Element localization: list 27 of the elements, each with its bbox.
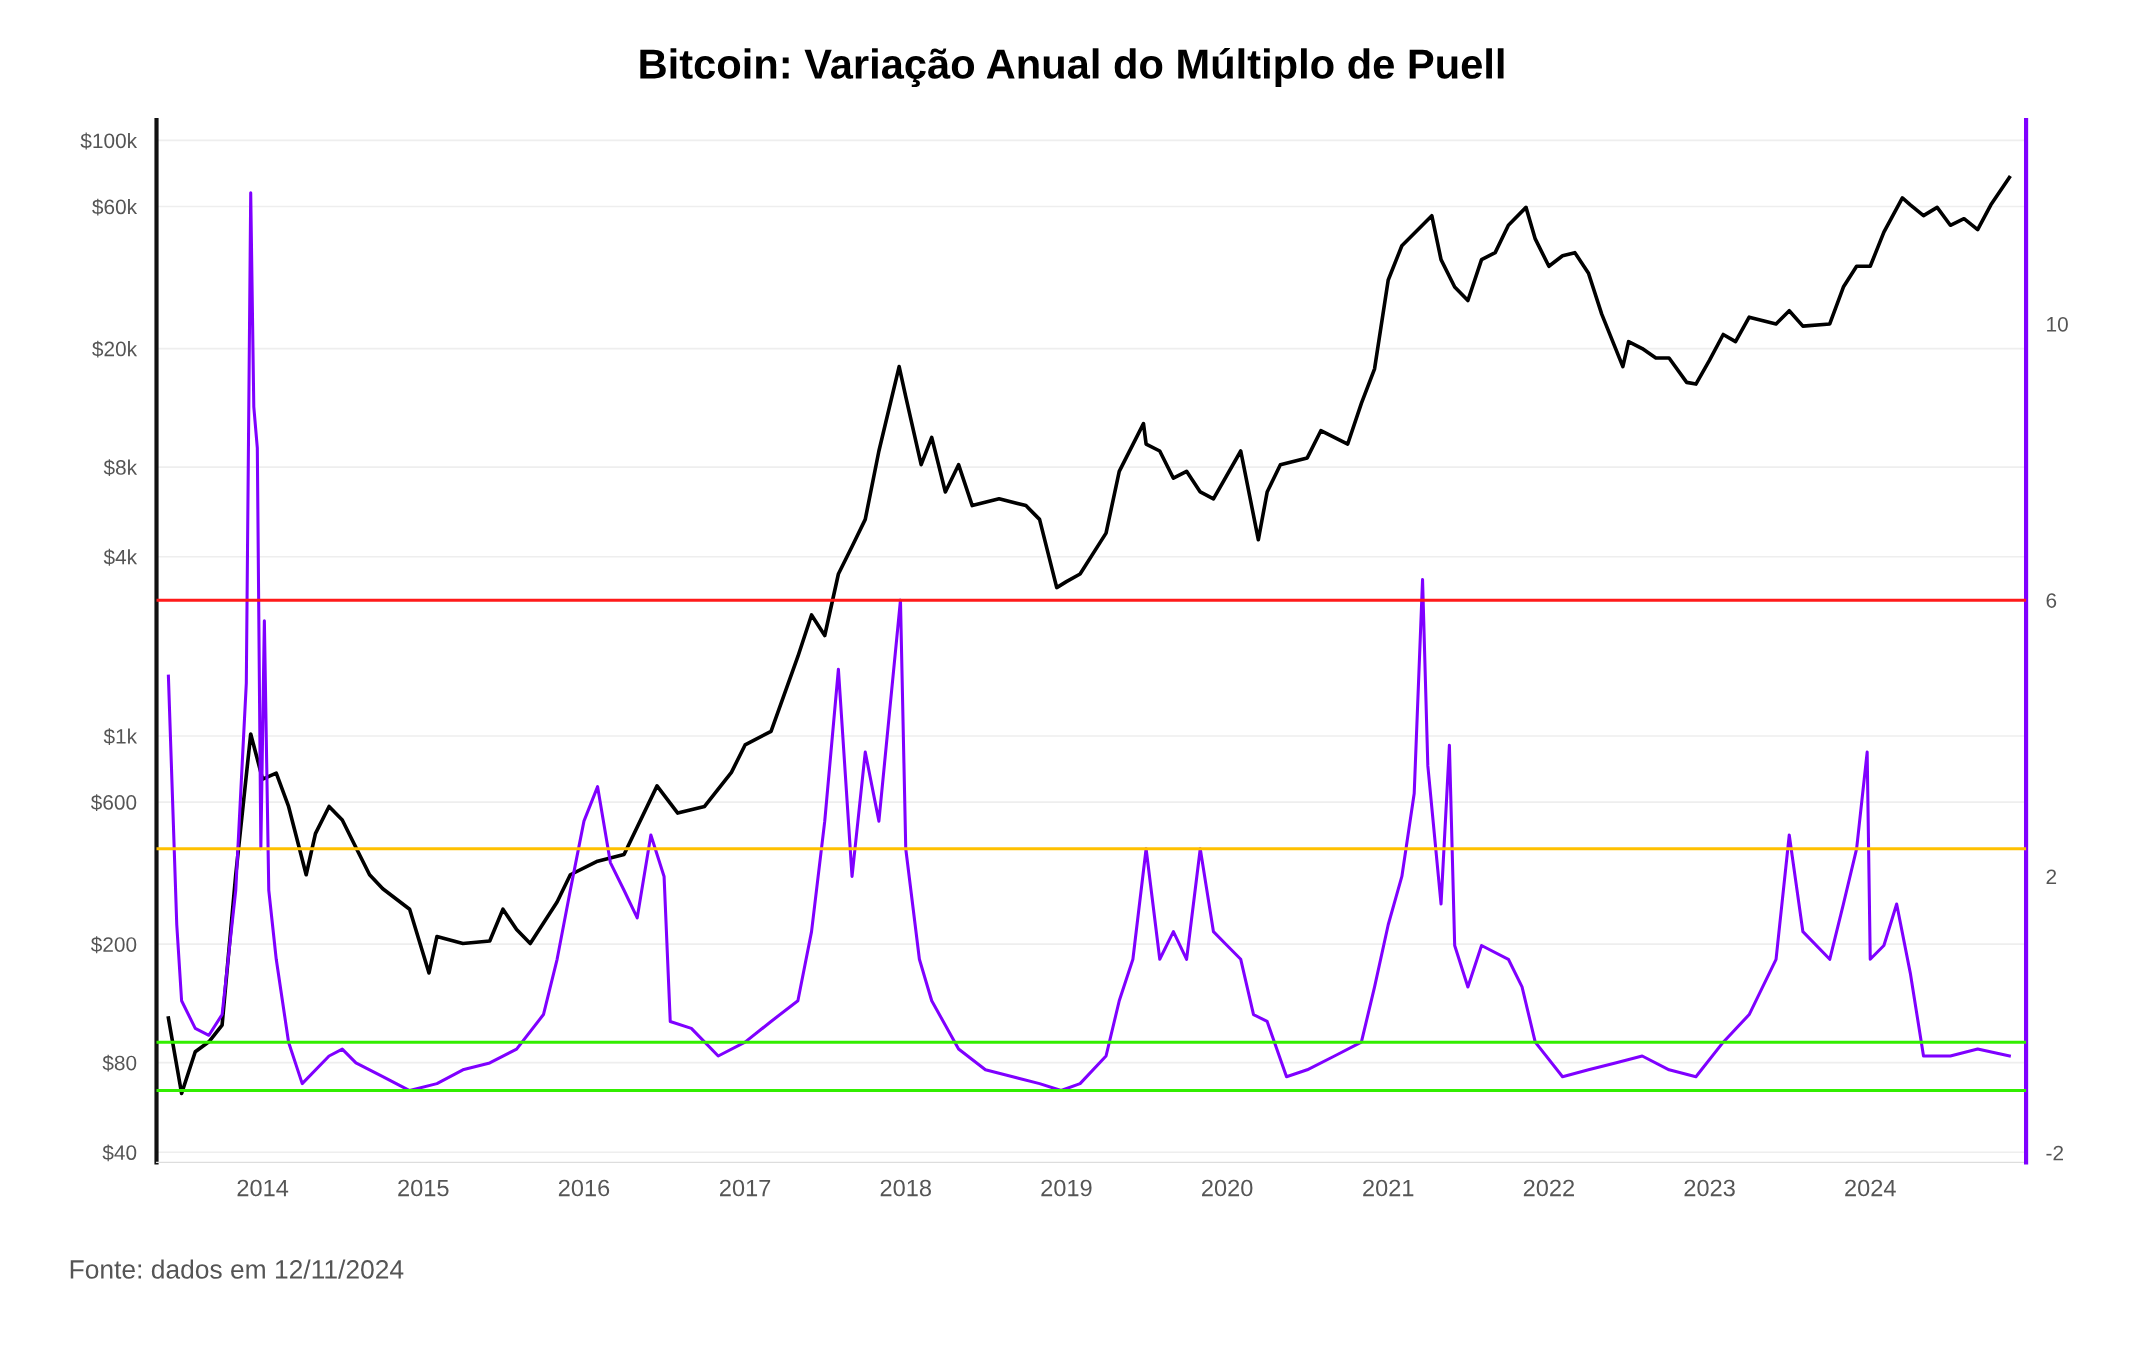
y-tick-label: $100k bbox=[80, 132, 138, 150]
x-tick-label: 2021 bbox=[1363, 1179, 1414, 1197]
x-tick-label: 2014 bbox=[237, 1179, 289, 1197]
x-tick-label: 2018 bbox=[880, 1179, 931, 1197]
y2-tick-label: 6 bbox=[2046, 593, 2057, 608]
y2-tick-label: 10 bbox=[2047, 316, 2068, 332]
x-tick-label: 2020 bbox=[1202, 1179, 1253, 1197]
x-tick-label: 2016 bbox=[558, 1179, 610, 1197]
y-tick-label: $80 bbox=[102, 1054, 137, 1072]
chart-title: Bitcoin: Variação Anual do Múltiplo de Puell bbox=[640, 47, 1504, 88]
y-tick-label: $200 bbox=[90, 936, 137, 954]
y-tick-label: $8k bbox=[103, 459, 138, 477]
x-tick-label: 2017 bbox=[720, 1179, 771, 1197]
source-note: Fonte: dados em 12/11/2024 bbox=[70, 1259, 404, 1279]
y-tick-label: $1k bbox=[103, 728, 138, 745]
y-tick-label: $60k bbox=[92, 198, 138, 216]
y2-tick-label: -2 bbox=[2046, 1145, 2063, 1161]
x-tick-label: 2019 bbox=[1041, 1179, 1092, 1197]
y-tick-label: $20k bbox=[92, 340, 138, 358]
y2-tick-label: 2 bbox=[2046, 869, 2057, 884]
x-tick-label: 2023 bbox=[1684, 1179, 1735, 1197]
y-tick-label: $40 bbox=[102, 1144, 137, 1162]
y-tick-label: $4k bbox=[103, 548, 138, 566]
y-tick-label: $600 bbox=[90, 794, 137, 812]
x-tick-label: 2024 bbox=[1845, 1179, 1896, 1197]
x-tick-label: 2022 bbox=[1523, 1179, 1574, 1197]
x-tick-label: 2015 bbox=[398, 1179, 449, 1197]
